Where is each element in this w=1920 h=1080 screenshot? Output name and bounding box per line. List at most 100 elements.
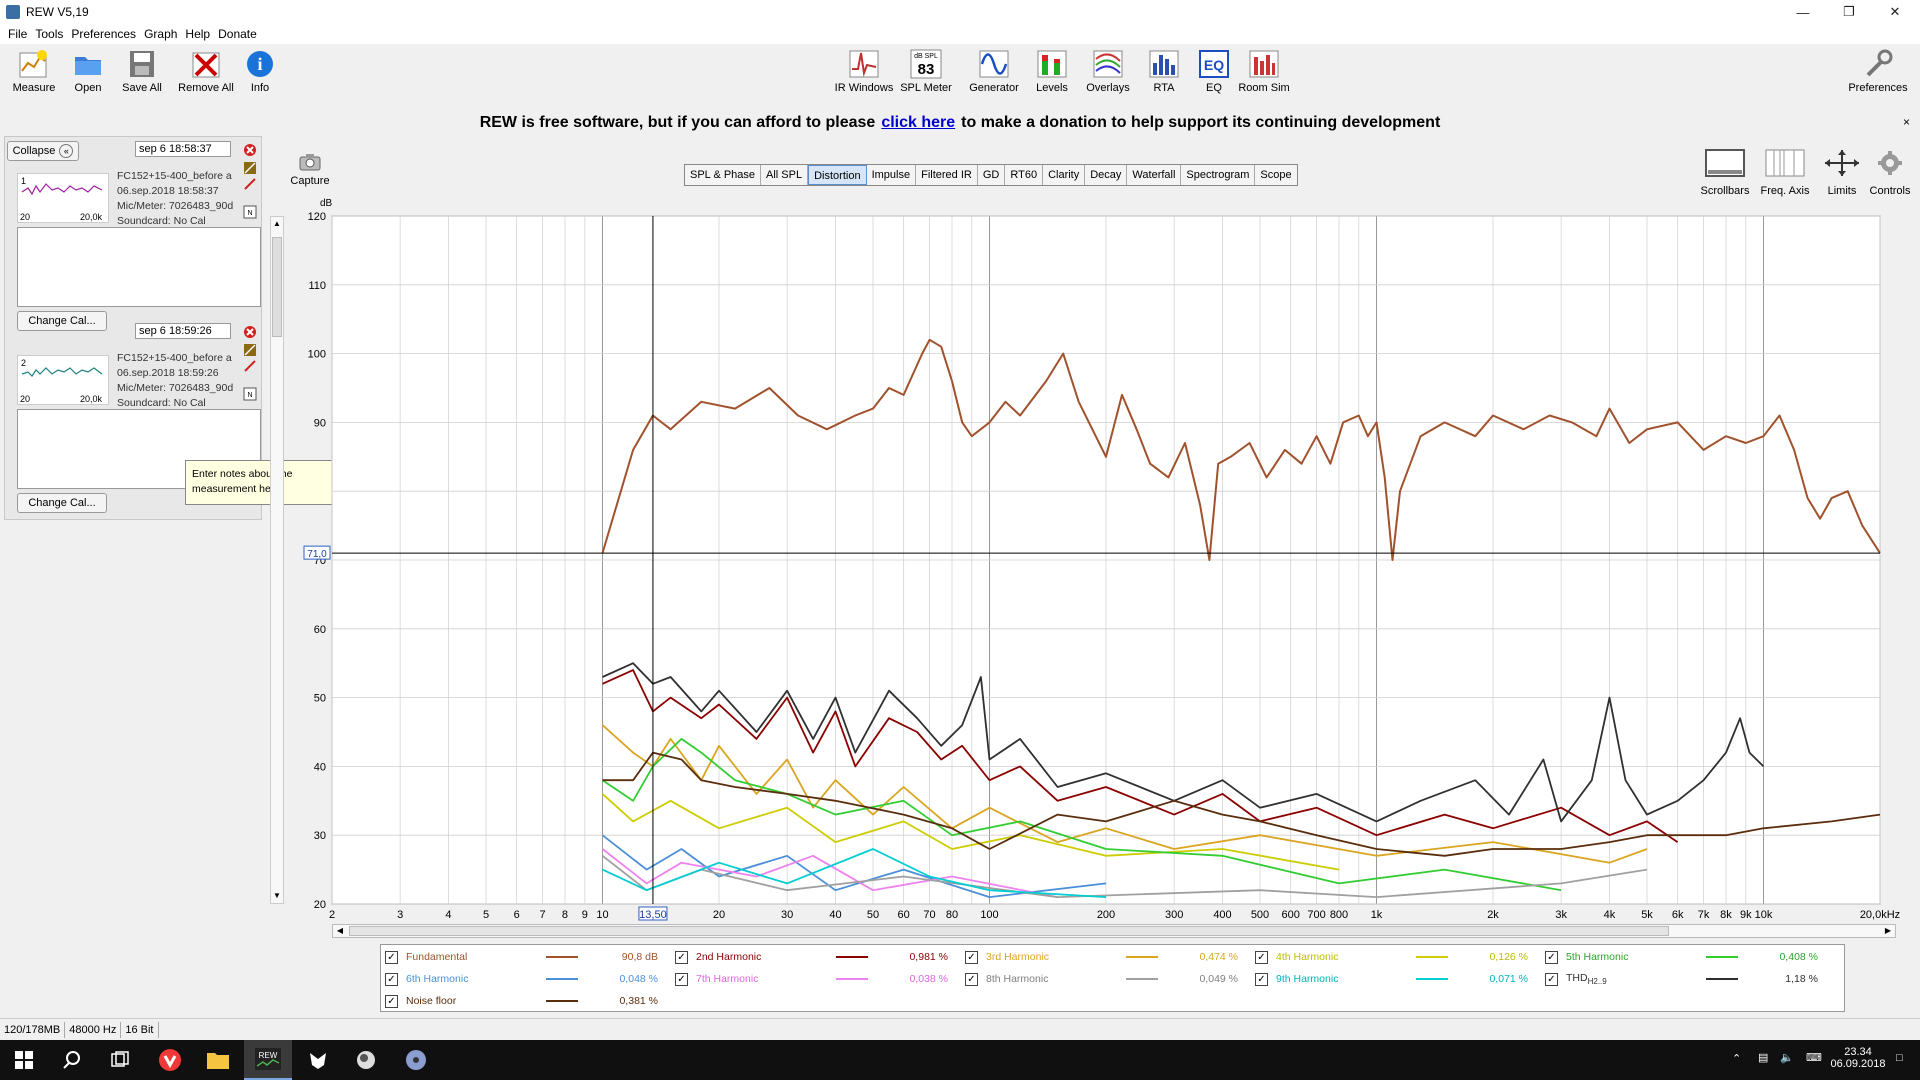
app-icon-disc[interactable] (392, 1040, 440, 1080)
distortion-graph[interactable]: dB 120 110 100 90 70 60 50 40 30 20 2 3 4 5 6 7 8 9 10 13,… (280, 198, 1900, 928)
donate-link[interactable]: click here (881, 114, 956, 131)
legend-5th-harmonic[interactable]: ✓ 5th Harmonic 0,408 % (1545, 947, 1818, 967)
remove-measurement-icon[interactable] (243, 325, 257, 339)
minimize-button[interactable]: — (1796, 4, 1810, 20)
cal-file-icon[interactable]: N (243, 205, 257, 219)
legend-checkbox[interactable]: ✓ (1255, 950, 1268, 964)
scroll-up-icon[interactable]: ▲ (273, 219, 281, 228)
scroll-thumb[interactable] (272, 237, 282, 337)
legend-6th-harmonic[interactable]: ✓ 6th Harmonic 0,048 % (385, 969, 658, 989)
change-cal-button-2[interactable]: Change Cal... (17, 493, 107, 513)
legend-checkbox[interactable]: ✓ (1545, 950, 1558, 964)
legend-fundamental[interactable]: ✓ Fundamental 90,8 dB (385, 947, 658, 967)
measure-button[interactable]: Measure (2, 48, 66, 94)
legend-checkbox[interactable]: ✓ (385, 994, 398, 1008)
search-icon[interactable] (48, 1040, 96, 1080)
freq-axis-button[interactable]: Freq. Axis (1755, 148, 1815, 197)
legend-checkbox[interactable]: ✓ (965, 972, 978, 986)
menu-tools[interactable]: Tools (35, 27, 64, 41)
legend-2nd-harmonic[interactable]: ✓ 2nd Harmonic 0,981 % (675, 947, 948, 967)
legend-checkbox[interactable]: ✓ (1255, 972, 1268, 986)
generator-button[interactable]: Generator (962, 48, 1026, 94)
eq-button[interactable]: EQ EQ (1182, 48, 1246, 94)
chart-edit-icon[interactable] (243, 343, 257, 357)
notifications-icon[interactable]: □ (1896, 1052, 1903, 1064)
tab-clarity[interactable]: Clarity (1043, 165, 1086, 185)
legend-4th-harmonic[interactable]: ✓ 4th Harmonic 0,126 % (1255, 947, 1528, 967)
vivaldi-icon[interactable] (146, 1040, 194, 1080)
chart-edit-icon[interactable] (243, 161, 257, 175)
task-view-icon[interactable] (96, 1040, 144, 1080)
h-scroll-thumb[interactable] (349, 926, 1669, 936)
cal-file-icon[interactable]: N (243, 387, 257, 401)
tab-distortion[interactable]: Distortion (808, 165, 867, 185)
controls-button[interactable]: Controls (1860, 148, 1920, 197)
legend-3rd-harmonic[interactable]: ✓ 3rd Harmonic 0,474 % (965, 947, 1238, 967)
legend-checkbox[interactable]: ✓ (385, 972, 398, 986)
tab-scope[interactable]: Scope (1260, 169, 1292, 181)
legend-checkbox[interactable]: ✓ (965, 950, 978, 964)
pen-icon[interactable] (243, 359, 257, 373)
close-button[interactable]: ✕ (1889, 4, 1901, 19)
remove-all-button[interactable]: Remove All (174, 48, 238, 94)
remove-measurement-icon[interactable] (243, 143, 257, 157)
rew-taskbar-icon[interactable]: REW (244, 1040, 292, 1080)
measurement-1[interactable]: sep 6 18:58:37 N 1 20 20,0k FC152+15-400… (9, 133, 261, 331)
scroll-right-icon[interactable]: ▶ (1884, 926, 1892, 935)
ir-windows-button[interactable]: IR Windows (832, 48, 896, 94)
panel-scrollbar[interactable]: ▲ ▼ (270, 216, 284, 904)
measurement-1-notes[interactable] (17, 227, 261, 307)
measurement-2-date[interactable]: sep 6 18:59:26 (135, 323, 231, 339)
legend-checkbox[interactable]: ✓ (1545, 972, 1558, 986)
network-icon[interactable]: ▤ (1758, 1052, 1769, 1064)
menu-donate[interactable]: Donate (218, 27, 257, 41)
tab-filtered-ir[interactable]: Filtered IR (916, 165, 978, 185)
info-button[interactable]: i Info (228, 48, 292, 94)
legend-7th-harmonic[interactable]: ✓ 7th Harmonic 0,038 % (675, 969, 948, 989)
overlays-button[interactable]: Overlays (1076, 48, 1140, 94)
tab-impulse[interactable]: Impulse (867, 165, 917, 185)
file-explorer-icon[interactable] (194, 1040, 242, 1080)
tab-waterfall[interactable]: Waterfall (1127, 165, 1182, 185)
limits-button[interactable]: Limits (1812, 148, 1872, 197)
open-button[interactable]: Open (56, 48, 120, 94)
app-icon-fox[interactable] (294, 1040, 342, 1080)
pen-icon[interactable] (243, 177, 257, 191)
legend-thd[interactable]: ✓ THDH2..9 1,18 % (1545, 969, 1818, 989)
restore-button[interactable]: ❐ (1843, 4, 1855, 19)
rta-button[interactable]: RTA (1132, 48, 1196, 94)
volume-icon[interactable]: 🔈 (1780, 1052, 1794, 1064)
legend-checkbox[interactable]: ✓ (675, 950, 688, 964)
preferences-button[interactable]: Preferences (1842, 48, 1914, 94)
menu-help[interactable]: Help (185, 27, 211, 41)
legend-checkbox[interactable]: ✓ (675, 972, 688, 986)
legend-9th-harmonic[interactable]: ✓ 9th Harmonic 0,071 % (1255, 969, 1528, 989)
tab-rt60[interactable]: RT60 (1005, 165, 1044, 185)
windows-start-icon[interactable] (0, 1040, 48, 1080)
tab-spectrogram[interactable]: Spectrogram (1181, 165, 1256, 185)
collapse-button[interactable]: Collapse « (7, 141, 79, 161)
scroll-left-icon[interactable]: ◀ (336, 926, 344, 935)
measurement-1-date[interactable]: sep 6 18:58:37 (135, 141, 231, 157)
tab-spl-phase[interactable]: SPL & Phase (685, 165, 762, 185)
levels-button[interactable]: Levels (1020, 48, 1084, 94)
legend-noise-floor[interactable]: ✓ Noise floor 0,381 % (385, 991, 658, 1011)
menu-graph[interactable]: Graph (144, 27, 178, 41)
scroll-down-icon[interactable]: ▼ (273, 891, 281, 900)
tab-gd[interactable]: GD (978, 165, 1006, 185)
measurement-2-thumbnail[interactable]: 2 20 20,0k (17, 355, 109, 405)
keyboard-icon[interactable]: ⌨ (1806, 1052, 1822, 1064)
menu-preferences[interactable]: Preferences (71, 27, 137, 41)
save-all-button[interactable]: Save All (110, 48, 174, 94)
scrollbars-button[interactable]: Scrollbars (1695, 148, 1755, 197)
tab-all-spl[interactable]: All SPL (761, 165, 809, 185)
legend-checkbox[interactable]: ✓ (385, 950, 398, 964)
spl-meter-button[interactable]: dB SPL 83 SPL Meter (894, 48, 958, 94)
capture-button[interactable]: Capture (288, 152, 332, 187)
graph-h-scrollbar[interactable]: ◀ ▶ (332, 924, 1896, 938)
clock[interactable]: 23.34 06.09.2018 (1808, 1046, 1908, 1070)
change-cal-button-1[interactable]: Change Cal... (17, 311, 107, 331)
banner-close-icon[interactable]: × (1902, 115, 1910, 129)
menu-file[interactable]: File (8, 27, 28, 41)
room-sim-button[interactable]: Room Sim (1232, 48, 1296, 94)
